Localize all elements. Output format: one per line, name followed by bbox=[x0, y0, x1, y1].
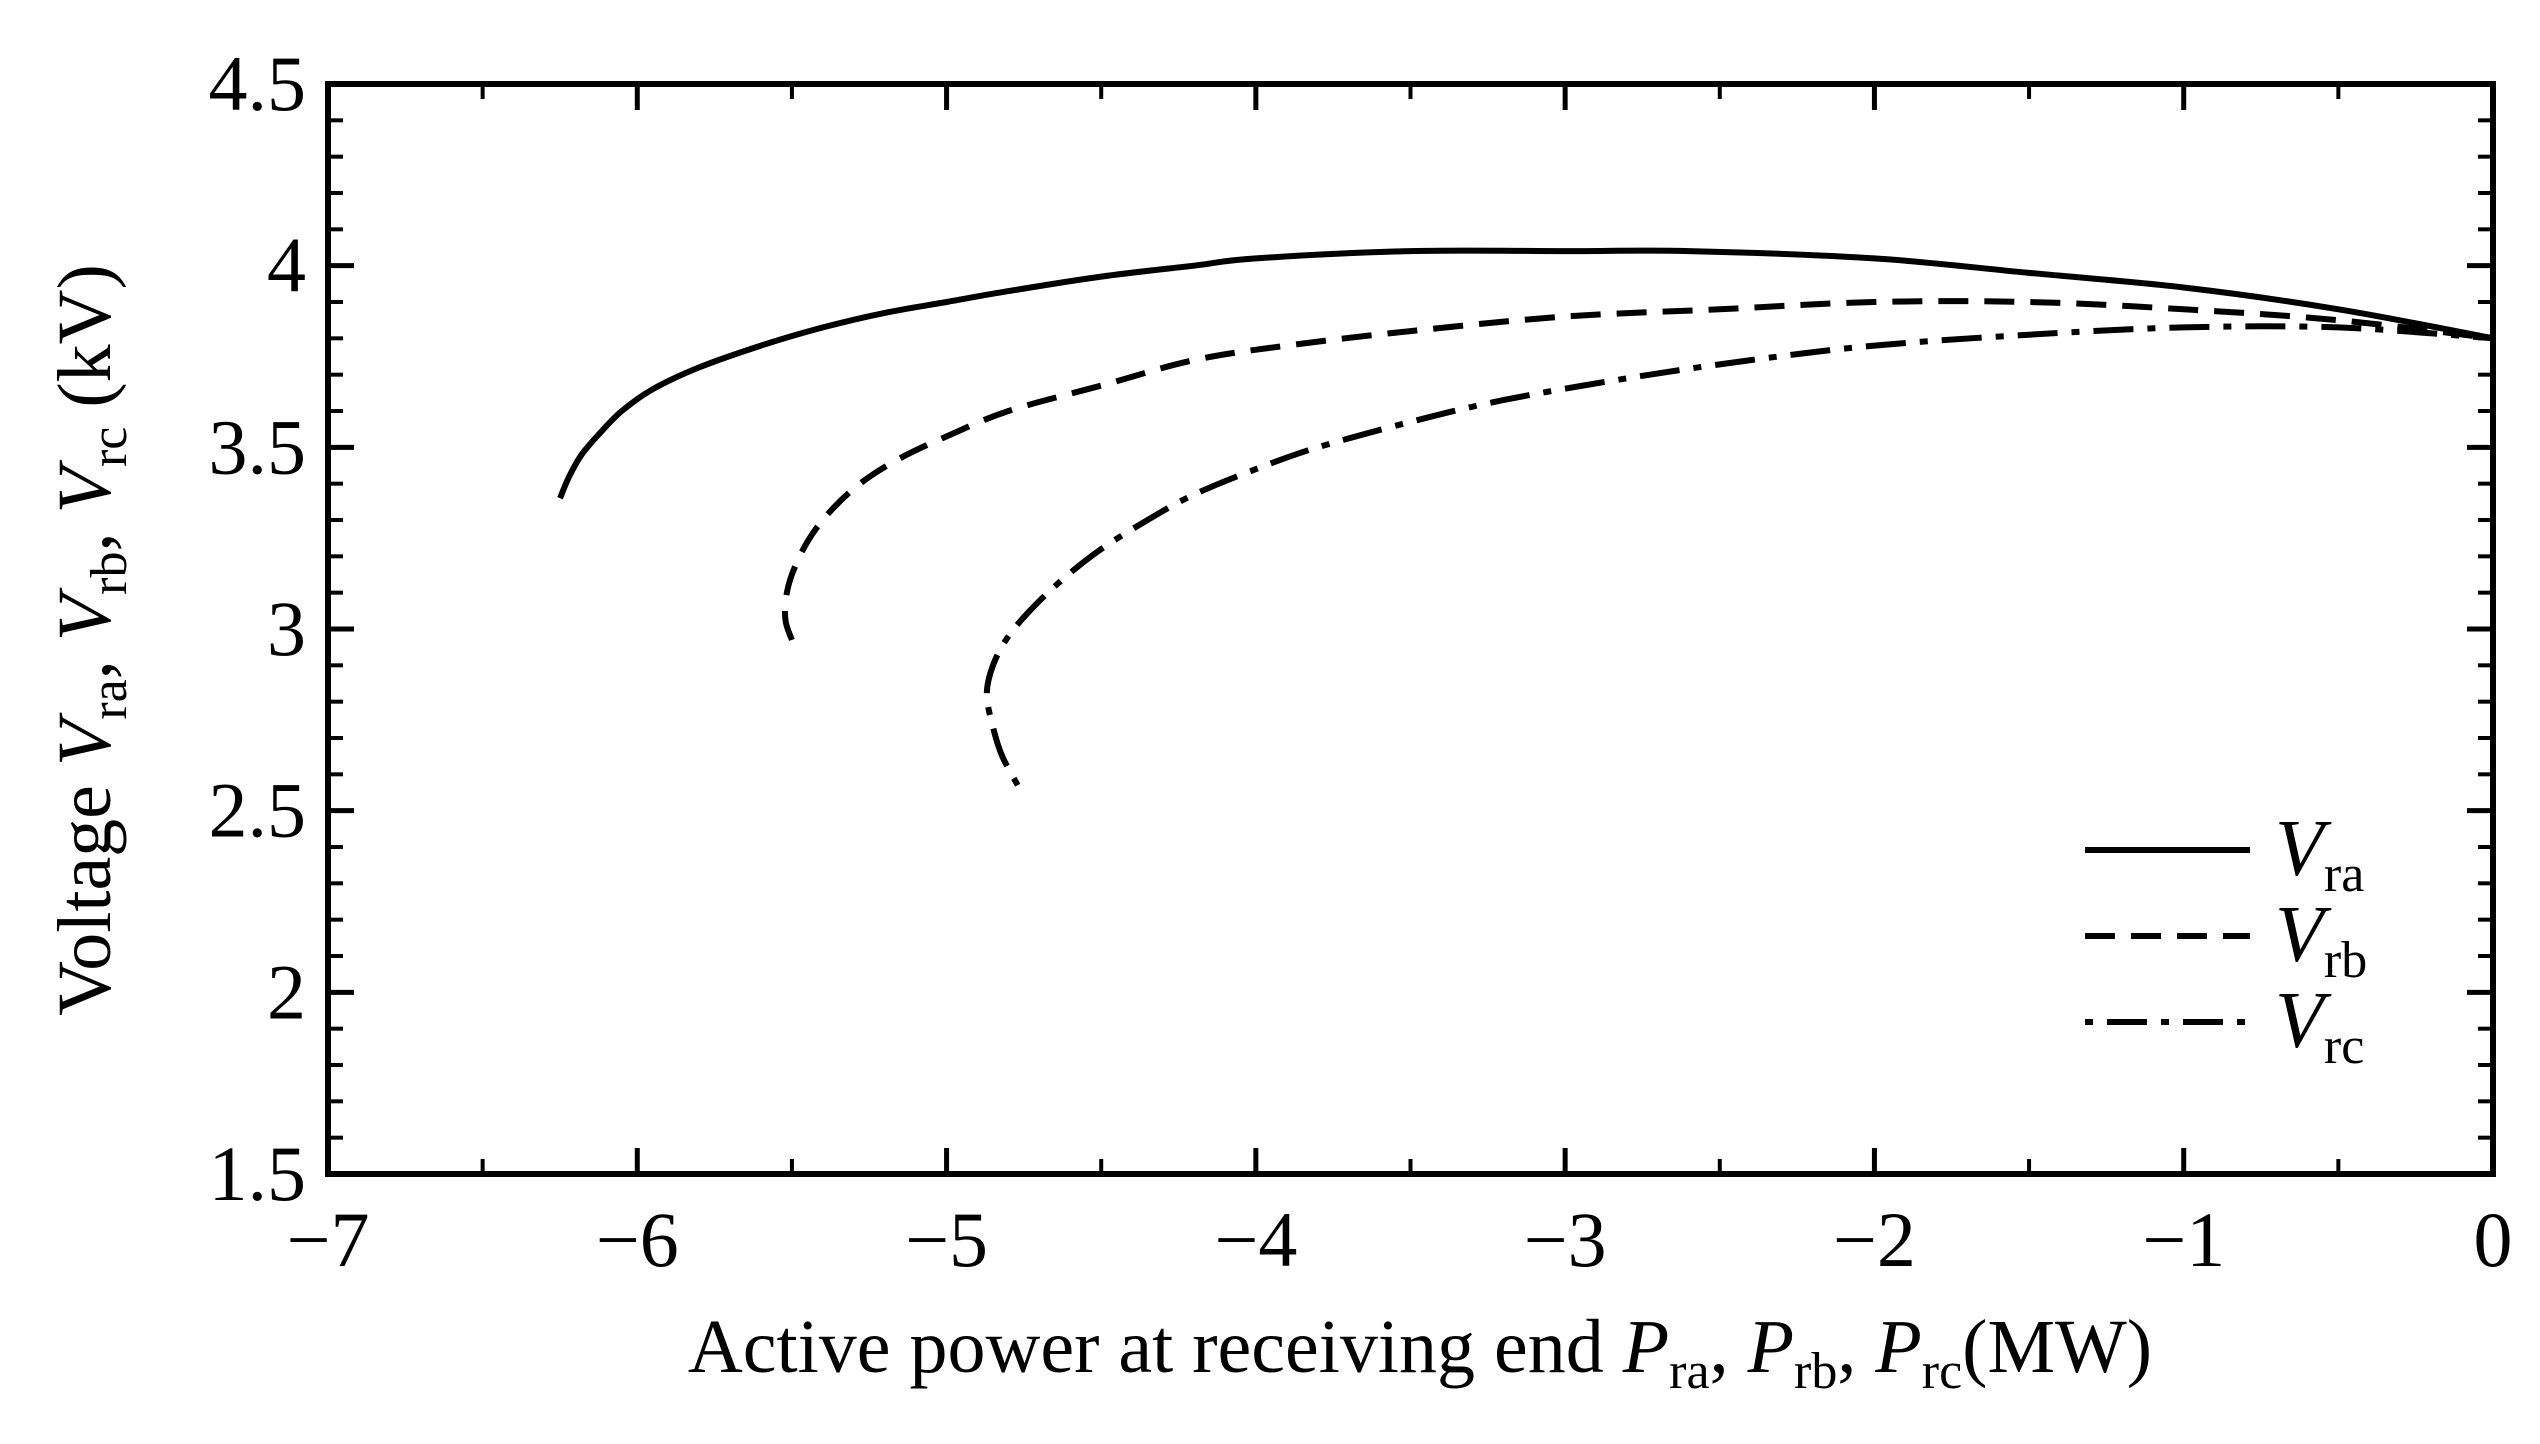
series-line-rb bbox=[781, 298, 2494, 641]
y-tick-label: 4.5 bbox=[209, 40, 307, 127]
x-axis-var-3: P bbox=[1874, 1305, 1921, 1389]
x-tick-label: −1 bbox=[2142, 1196, 2225, 1283]
major-ticks bbox=[325, 81, 2496, 1177]
x-tick-label: −6 bbox=[596, 1196, 679, 1283]
y-tick-label: 3.5 bbox=[209, 403, 307, 490]
y-axis-var-3-sub: rc bbox=[81, 427, 138, 467]
y-tick-label: 4 bbox=[267, 222, 306, 309]
y-axis-sep-2: , bbox=[43, 513, 127, 551]
series-line-rc bbox=[983, 323, 2494, 787]
y-tick-label: 2 bbox=[267, 948, 306, 1035]
y-axis-var-3: V bbox=[43, 459, 127, 513]
legend-label-rc: Vrc bbox=[2275, 977, 2364, 1075]
x-tick-label: −2 bbox=[1833, 1196, 1916, 1283]
y-tick-label: 3 bbox=[267, 585, 306, 672]
y-axis-var-2: V bbox=[43, 587, 127, 641]
x-axis-var-3-sub: rc bbox=[1922, 1343, 1962, 1400]
x-tick-label: −4 bbox=[1214, 1196, 1297, 1283]
x-axis-var-1-sub: ra bbox=[1669, 1343, 1709, 1400]
y-axis-unit: (kV) bbox=[43, 264, 127, 408]
x-axis-var-1: P bbox=[1622, 1305, 1669, 1389]
y-axis-title-prefix: Voltage bbox=[43, 785, 127, 1016]
x-tick-label: −7 bbox=[287, 1196, 370, 1283]
x-axis-sep-2: , bbox=[1837, 1305, 1875, 1389]
minor-ticks bbox=[328, 84, 2493, 1174]
legend: Vra Vrb Vrc bbox=[2085, 805, 2367, 1075]
series-layer bbox=[557, 247, 2494, 787]
x-tick-label: −3 bbox=[1524, 1196, 1607, 1283]
y-axis-var-1-sub: ra bbox=[81, 679, 138, 719]
y-tick-label: 1.5 bbox=[209, 1130, 307, 1217]
x-tick-label: 0 bbox=[2474, 1196, 2513, 1283]
legend-label-ra: Vra bbox=[2275, 805, 2364, 903]
x-axis-title: Active power at receiving end Pra, Prb, … bbox=[688, 1305, 2152, 1400]
y-axis-sep-1: , bbox=[43, 641, 127, 679]
series-line-ra bbox=[557, 247, 2494, 500]
x-axis-var-2: P bbox=[1747, 1305, 1794, 1389]
y-axis-var-2-sub: rb bbox=[81, 551, 138, 594]
x-axis-unit: (MW) bbox=[1962, 1305, 2152, 1389]
x-tick-label: −5 bbox=[905, 1196, 988, 1283]
y-axis-title: Voltage Vra, Vrb, Vrc (kV) bbox=[43, 264, 138, 1016]
x-axis-var-2-sub: rb bbox=[1794, 1343, 1837, 1400]
y-axis-var-1: V bbox=[43, 712, 127, 766]
x-axis-title-prefix: Active power at receiving end bbox=[688, 1305, 1604, 1389]
y-tick-label: 2.5 bbox=[209, 767, 307, 854]
legend-label-rb: Vrb bbox=[2275, 891, 2367, 989]
x-tick-labels: −7 −6 −5 −4 −3 −2 −1 0 bbox=[287, 1196, 2513, 1283]
y-tick-labels: 1.5 2 2.5 3 3.5 4 4.5 bbox=[209, 40, 307, 1217]
plot-frame bbox=[325, 81, 2496, 1177]
x-axis-sep-1: , bbox=[1710, 1305, 1748, 1389]
